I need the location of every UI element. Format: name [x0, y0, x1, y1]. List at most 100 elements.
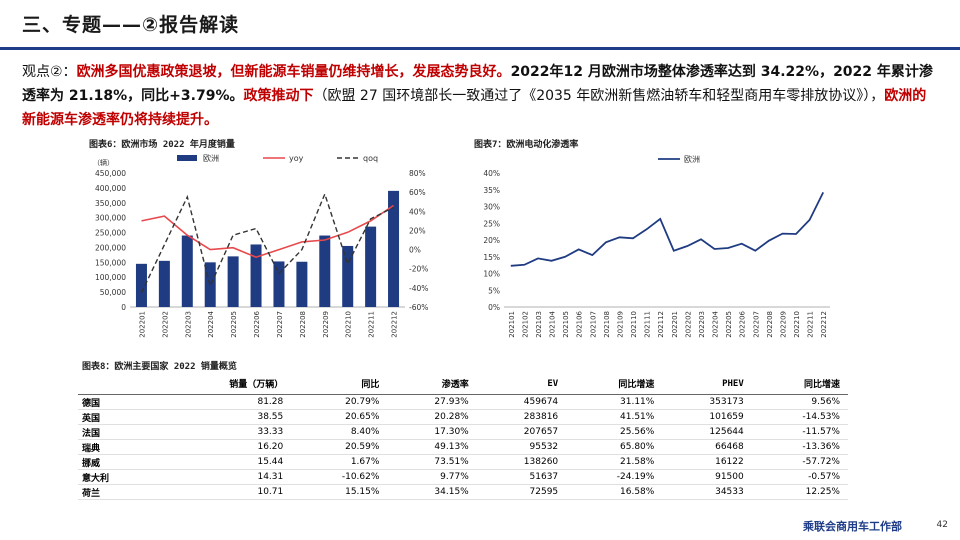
table-cell: -14.53% [751, 409, 848, 425]
sales-bar [342, 245, 354, 307]
table-header-cell: EV [476, 373, 567, 395]
table-header-cell: 同比增速 [566, 373, 663, 395]
x-tick-label: 202206 [739, 310, 747, 337]
x-tick-label: 202205 [230, 311, 238, 338]
table-cell: 16.20 [160, 439, 292, 455]
table-row: 英国 38.55 20.65% 20.28% 283816 41.51% 101659 -14… [78, 409, 848, 425]
x-tick-label: 202110 [630, 311, 638, 338]
table-cell: 72595 [476, 484, 567, 500]
table-cell: 16.58% [566, 484, 663, 500]
y-tick-label: 50,000 [100, 288, 126, 297]
penetration-rate-chart: 图表7：欧洲电动化渗透率 欧洲 0% 5% 10% 15% 20% 25% 30% 35% 40%… [470, 135, 845, 345]
summary-paragraph: 观点②：欧洲多国优惠政策退坡，但新能源车销量仍维持增长，发展态势良好。2022年… [22, 60, 937, 132]
table-cell: -11.57% [751, 424, 848, 440]
y-tick-label: 0 [121, 303, 126, 312]
table-header-cell: 渗透率 [387, 373, 477, 395]
x-tick-label: 202210 [793, 311, 801, 338]
x-tick-label: 202202 [684, 311, 692, 338]
table-cell: 41.51% [566, 409, 663, 425]
table-cell: 12.25% [751, 484, 848, 500]
table-cell: 73.51% [387, 454, 477, 470]
table-cell: 49.13% [387, 439, 477, 455]
table-cell: -0.57% [751, 469, 848, 485]
x-tick-label: 202204 [207, 310, 215, 337]
table-row: 德国 81.28 20.79% 27.93% 459674 31.11% 353173 9.5… [78, 394, 848, 410]
x-tick-label: 202105 [562, 311, 570, 338]
header-divider [0, 47, 960, 50]
x-tick-label: 202201 [671, 311, 679, 338]
x-tick-label: 202205 [725, 311, 733, 338]
table-cell: 9.56% [751, 394, 848, 410]
table-cell: 38.55 [160, 409, 292, 425]
x-tick-label: 202212 [391, 311, 399, 338]
table-cell: 34.15% [387, 484, 477, 500]
yoy-line [141, 204, 394, 259]
table-cell: 8.40% [291, 424, 388, 440]
table-cell: 91500 [662, 469, 752, 485]
table-cell: 81.28 [160, 394, 292, 410]
y-tick-label: 100,000 [95, 273, 126, 282]
y-tick-label: 300,000 [95, 214, 126, 223]
sales-bar [250, 244, 262, 307]
x-tick-label: 202212 [820, 311, 828, 338]
table-cell: 21.58% [566, 454, 663, 470]
sales-bar [365, 226, 377, 307]
x-tick-label: 202201 [138, 311, 146, 338]
country-name: 挪威 [78, 454, 161, 470]
summary-prefix: 观点②： [22, 64, 77, 80]
table-cell: 15.44 [160, 454, 292, 470]
country-name: 德国 [78, 394, 161, 410]
sales-bar [181, 235, 193, 307]
table-cell: 10.71 [160, 484, 292, 500]
unit-label: （辆） [93, 158, 114, 167]
legend-label: 欧洲 [203, 153, 219, 163]
x-tick-label: 202103 [535, 311, 543, 338]
table-cell: 20.65% [291, 409, 388, 425]
country-sales-table: 销量（万辆） 同比 渗透率 EV 同比增速 PHEV 同比增速 德国 81.28 20.79% 2… [78, 373, 848, 500]
table-cell: -13.36% [751, 439, 848, 455]
y-tick-label: 150,000 [95, 258, 126, 267]
legend-label: 欧洲 [684, 154, 700, 164]
table-cell: -24.19% [566, 469, 663, 485]
table-cell: -57.72% [751, 454, 848, 470]
table-cell: 207657 [476, 424, 567, 440]
x-tick-label: 202206 [253, 310, 261, 337]
legend-label: yoy [289, 154, 304, 163]
table-cell: 33.33 [160, 424, 292, 440]
table-cell: 95532 [476, 439, 567, 455]
table-cell: 34533 [662, 484, 752, 500]
summary-policy-note: （欧盟 27 国环境部长一致通过了《2035 年欧洲新售燃油轿车和轻型商用车零排… [313, 88, 885, 104]
table-cell: 51637 [476, 469, 567, 485]
sales-bar [227, 256, 239, 307]
x-tick-label: 202203 [698, 311, 706, 338]
country-name: 法国 [78, 424, 161, 440]
y2-tick-label: 20% [409, 226, 426, 235]
country-name: 瑞典 [78, 439, 161, 455]
x-tick-label: 202210 [345, 311, 353, 338]
table-title: 图表8：欧洲主要国家 2022 销量概览 [82, 362, 237, 372]
table-cell: 31.11% [566, 394, 663, 410]
penetration-line [510, 192, 825, 267]
y2-tick-label: 80% [409, 169, 426, 178]
monthly-sales-chart: 图表6：欧洲市场 2022 年月度销量 （辆） 欧洲 yoy qoq 0 50,000 10… [85, 135, 445, 345]
qoq-line [140, 192, 394, 293]
x-tick-label: 202211 [807, 311, 815, 338]
sales-bar [273, 261, 285, 307]
page-number: 42 [936, 520, 948, 530]
y2-tick-label: 40% [409, 207, 426, 216]
table-header-cell: 同比增速 [751, 373, 848, 395]
table-cell: 20.59% [291, 439, 388, 455]
x-tick-label: 202106 [576, 310, 584, 337]
table-cell: 101659 [662, 409, 752, 425]
summary-highlight-2: 政策推动下 [243, 88, 314, 104]
y2-tick-label: -20% [409, 265, 428, 274]
y-tick-label: 5% [488, 286, 500, 295]
table-cell: 17.30% [387, 424, 477, 440]
summary-statement: 2022年12 月欧洲市场整体渗透率达到 34.22%，2022 年累计渗透率为… [22, 64, 933, 104]
table-cell: 20.79% [291, 394, 388, 410]
table-cell: 138260 [476, 454, 567, 470]
x-tick-label: 202101 [508, 311, 516, 338]
table-cell: 16122 [662, 454, 752, 470]
x-tick-label: 202202 [161, 311, 169, 338]
country-name: 意大利 [78, 469, 161, 485]
